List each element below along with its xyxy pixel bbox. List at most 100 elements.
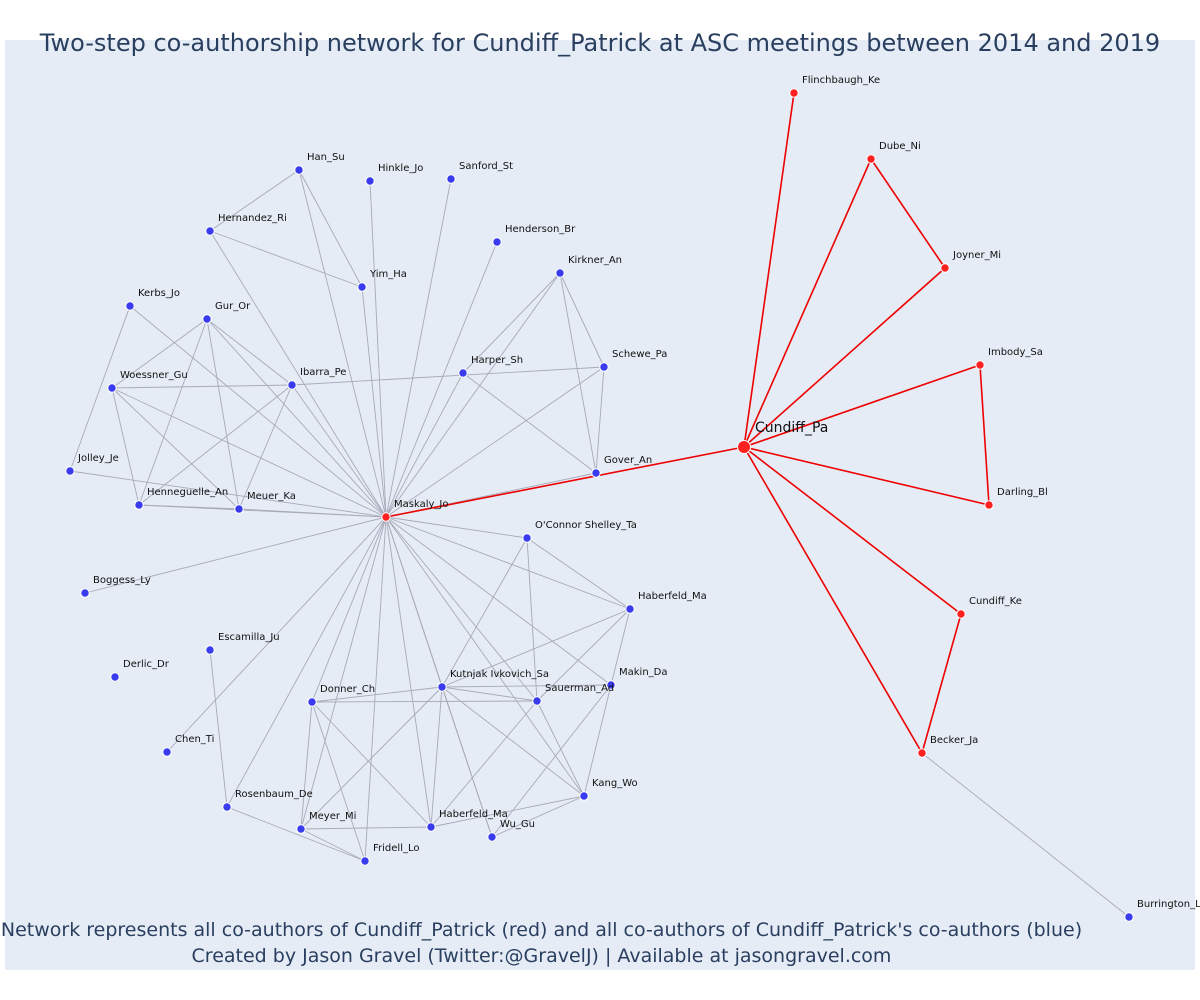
edge-makin-da-kang-wo	[583, 684, 612, 797]
node-schewe-pa[interactable]	[599, 362, 609, 372]
edge-kirkner-an-gover-an	[559, 272, 597, 474]
node-becker-ja[interactable]	[917, 748, 927, 758]
edge-ibarra-pe-meuer-ka	[238, 384, 293, 510]
node-escamilla-ju[interactable]	[205, 645, 215, 655]
node-cundiff-pa[interactable]	[737, 440, 751, 454]
edge-han-su-maskaly-jo	[298, 169, 387, 518]
node-rosenbaum-de[interactable]	[222, 802, 232, 812]
edge-donner-ch-sauerman-ad	[311, 700, 538, 703]
node-gur-or[interactable]	[202, 314, 212, 324]
edge-escamilla-ju-rosenbaum-de	[209, 649, 228, 808]
node-henneguelle-an[interactable]	[134, 500, 144, 510]
node-label-sanford-st: Sanford_St	[459, 161, 513, 172]
node-meuer-ka[interactable]	[234, 504, 244, 514]
edge-cundiff-ke-becker-ja	[921, 613, 962, 754]
node-label-hinkle-jo: Hinkle_Jo	[378, 163, 423, 174]
edge-chen-ti-maskaly-jo	[166, 516, 387, 753]
node-label-imbody-sa: Imbody_Sa	[988, 347, 1043, 358]
node-wu-gu[interactable]	[487, 832, 497, 842]
node-ibarra-pe[interactable]	[287, 380, 297, 390]
node-kang-wo[interactable]	[579, 791, 589, 801]
node-chen-ti[interactable]	[162, 747, 172, 757]
edge-cundiff-pa-joyner-mi	[743, 267, 946, 448]
node-label-schewe-pa: Schewe_Pa	[612, 349, 667, 360]
node-hernandez-ri[interactable]	[205, 226, 215, 236]
edge-hernandez-ri-yim-ha	[209, 230, 363, 288]
node-derlic-dr[interactable]	[110, 672, 120, 682]
edge-meyer-mi-maskaly-jo	[300, 516, 387, 830]
edge-haberfeld-ma-maskaly-jo	[385, 516, 631, 610]
node-woessner-gu[interactable]	[107, 383, 117, 393]
node-label-boggess-ly: Boggess_Ly	[93, 575, 151, 586]
node-jolley-je[interactable]	[65, 466, 75, 476]
node-burrington-l[interactable]	[1124, 912, 1134, 922]
edge-jolley-je-maskaly-jo	[69, 470, 387, 518]
node-darling-bl[interactable]	[984, 500, 994, 510]
node-label-donner-ch: Donner_Ch	[320, 684, 375, 695]
node-henderson-br[interactable]	[492, 237, 502, 247]
node-kerbs-jo[interactable]	[125, 301, 135, 311]
node-label-ibarra-pe: Ibarra_Pe	[300, 367, 346, 378]
edge-makin-da-wu-gu	[491, 684, 612, 838]
node-label-hernandez-ri: Hernandez_Ri	[218, 213, 287, 224]
edge-o-connor-shelley-ta-haberfeld-ma	[526, 537, 631, 610]
node-makin-da[interactable]	[606, 680, 616, 690]
node-label-wu-gu: Wu_Gu	[500, 819, 535, 830]
node-o-connor-shelley-ta[interactable]	[522, 533, 532, 543]
node-donner-ch[interactable]	[307, 697, 317, 707]
node-cundiff-ke[interactable]	[956, 609, 966, 619]
node-label-han-su: Han_Su	[307, 152, 345, 163]
node-haberfeld-ma[interactable]	[625, 604, 635, 614]
edge-cundiff-pa-darling-bl	[743, 446, 990, 506]
node-joyner-mi[interactable]	[940, 263, 950, 273]
node-label-fridell-lo: Fridell_Lo	[373, 843, 419, 854]
edge-kirkner-an-schewe-pa	[559, 272, 605, 368]
node-label-jolley-je: Jolley_Je	[77, 453, 119, 464]
edge-woessner-gu-meuer-ka	[111, 387, 240, 510]
edge-makin-da-kutnjak-ivkovich-sa	[441, 684, 612, 688]
node-kirkner-an[interactable]	[555, 268, 565, 278]
node-sauerman-ad[interactable]	[532, 696, 542, 706]
node-label-dube-ni: Dube_Ni	[879, 141, 921, 152]
node-fridell-lo[interactable]	[360, 856, 370, 866]
node-label-yim-ha: Yim_Ha	[369, 269, 407, 280]
node-imbody-sa[interactable]	[975, 360, 985, 370]
edge-kang-wo-wu-gu	[491, 795, 585, 838]
edge-kirkner-an-maskaly-jo	[385, 272, 561, 518]
node-hinkle-jo[interactable]	[365, 176, 375, 186]
edge-cundiff-pa-dube-ni	[743, 158, 872, 448]
edge-cundiff-pa-maskaly-jo	[385, 446, 745, 518]
edge-hinkle-jo-maskaly-jo	[369, 180, 387, 518]
node-label-cundiff-pa: Cundiff_Pa	[755, 420, 828, 436]
edge-dube-ni-joyner-mi	[870, 158, 946, 269]
node-label-haberfeld-ma: Haberfeld_Ma	[638, 591, 707, 602]
edge-kang-wo-haberfeld-ma	[430, 795, 585, 828]
node-maskaly-jo[interactable]	[381, 512, 391, 522]
node-sanford-st[interactable]	[446, 174, 456, 184]
node-flinchbaugh-ke[interactable]	[789, 88, 799, 98]
edge-o-connor-shelley-ta-kutnjak-ivkovich-sa	[441, 537, 528, 688]
node-label-kirkner-an: Kirkner_An	[568, 255, 622, 266]
node-han-su[interactable]	[294, 165, 304, 175]
node-meyer-mi[interactable]	[296, 824, 306, 834]
node-kutnjak-ivkovich-sa[interactable]	[437, 682, 447, 692]
node-label-woessner-gu: Woessner_Gu	[120, 370, 188, 381]
edge-woessner-gu-henneguelle-an	[111, 387, 140, 506]
edge-han-su-hernandez-ri	[209, 169, 300, 232]
node-label-kerbs-jo: Kerbs_Jo	[138, 288, 180, 299]
node-dube-ni[interactable]	[866, 154, 876, 164]
node-label-sauerman-ad: Sauerman_Ad	[545, 683, 614, 694]
node-harper-sh[interactable]	[458, 368, 468, 378]
node-haberfeld-ma[interactable]	[426, 822, 436, 832]
node-gover-an[interactable]	[591, 468, 601, 478]
edge-sanford-st-maskaly-jo	[385, 178, 452, 518]
node-label-chen-ti: Chen_Ti	[175, 734, 214, 745]
edge-ibarra-pe-maskaly-jo	[291, 384, 387, 518]
node-yim-ha[interactable]	[357, 282, 367, 292]
node-boggess-ly[interactable]	[80, 588, 90, 598]
edge-ibarra-pe-schewe-pa	[291, 366, 605, 386]
edge-gur-or-maskaly-jo	[206, 318, 387, 518]
node-label-gover-an: Gover_An	[604, 455, 652, 466]
edge-o-connor-shelley-ta-maskaly-jo	[385, 516, 528, 539]
edge-fridell-lo-maskaly-jo	[364, 516, 387, 862]
